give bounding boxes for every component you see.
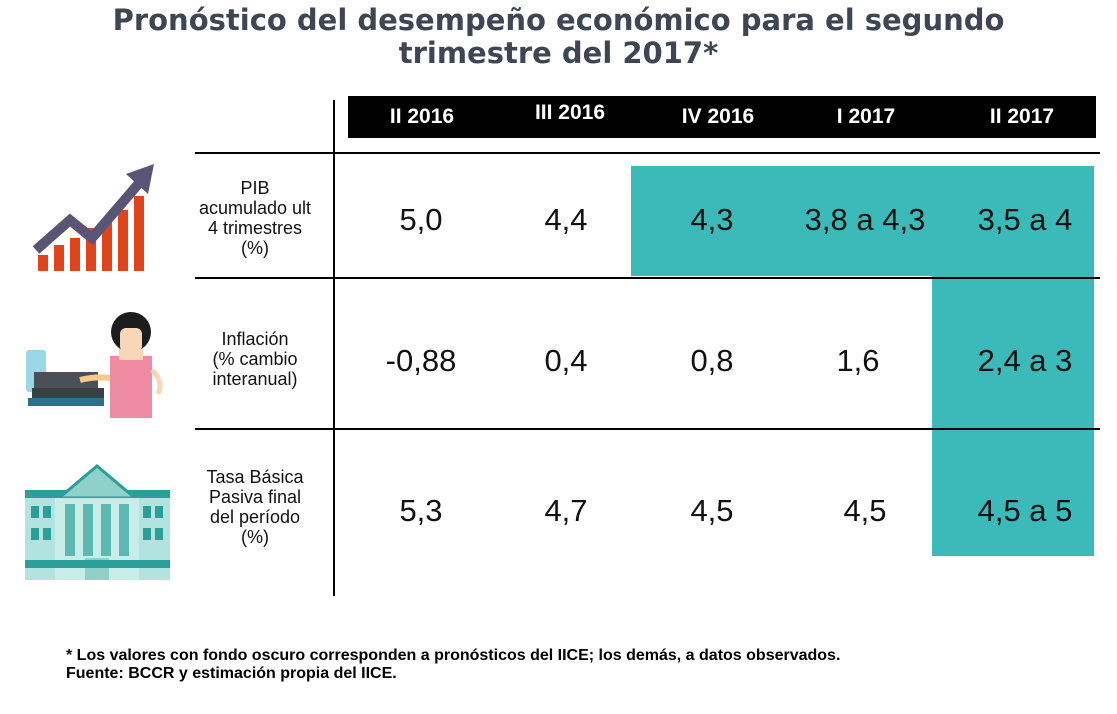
footnote: * Los valores con fondo oscuro correspon… xyxy=(66,647,840,683)
column-header-ii-2016: II 2016 xyxy=(389,105,455,128)
row-label-tasa-line-3: del período xyxy=(209,507,301,527)
cell-tasa-ii-2016: 5,3 xyxy=(399,493,443,528)
cell-tasa-ii-2017: 4,5 a 5 xyxy=(977,493,1073,528)
row-label-pib-line-3: 4 trimestres xyxy=(207,218,303,238)
footnote-line-1: * Los valores con fondo oscuro correspon… xyxy=(66,647,841,664)
forecast-region-ii-2017 xyxy=(932,276,1094,556)
column-header-i-2017: I 2017 xyxy=(836,105,896,128)
table-vertical-divider xyxy=(333,100,335,596)
column-header-iii-2016: III 2016 xyxy=(534,101,606,124)
row-label-tasa: Tasa Básica Pasiva final del período (%) xyxy=(180,467,330,547)
row-divider-2 xyxy=(195,277,1100,279)
title-line-2: trimestre del 2017* xyxy=(398,36,719,70)
bank-building-icon xyxy=(25,464,170,580)
row-label-inflacion-line-1: Inflación xyxy=(221,329,289,349)
cell-inflacion-ii-2016: -0,88 xyxy=(385,343,457,378)
row-label-tasa-line-4: (%) xyxy=(241,527,269,547)
footnote-source: Fuente: BCCR y estimación propia del IIC… xyxy=(66,665,397,682)
column-header-ii-2017: II 2017 xyxy=(989,105,1055,128)
row-label-inflacion: Inflación (% cambio interanual) xyxy=(180,329,330,389)
header-bar xyxy=(348,96,1096,138)
cell-inflacion-i-2017: 1,6 xyxy=(836,343,880,378)
row-divider-1 xyxy=(195,152,1100,154)
cell-pib-iv-2016: 4,3 xyxy=(690,202,734,237)
column-header-iv-2016: IV 2016 xyxy=(681,105,755,128)
row-label-pib: PIB acumulado ult 4 trimestres (%) xyxy=(180,178,330,258)
row-label-inflacion-line-2: (% cambio xyxy=(212,349,298,369)
cell-pib-ii-2016: 5,0 xyxy=(399,202,443,237)
cell-tasa-i-2017: 4,5 xyxy=(843,493,887,528)
row-label-pib-line-2: acumulado ult xyxy=(198,198,312,218)
title-line-1: Pronóstico del desempeño económico para … xyxy=(112,3,1005,37)
forecast-region-pib xyxy=(631,166,1094,276)
cell-pib-i-2017: 3,8 a 4,3 xyxy=(804,202,926,237)
row-divider-3 xyxy=(195,428,1100,430)
row-label-pib-line-4: (%) xyxy=(241,238,269,258)
chart-title: Pronóstico del desempeño económico para … xyxy=(0,4,1117,70)
row-label-tasa-line-1: Tasa Básica xyxy=(206,467,304,487)
cell-inflacion-iii-2016: 0,4 xyxy=(544,343,588,378)
row-label-tasa-line-2: Pasiva final xyxy=(208,487,302,507)
cashier-icon xyxy=(26,312,163,418)
cell-inflacion-iv-2016: 0,8 xyxy=(690,343,734,378)
cell-pib-iii-2016: 4,4 xyxy=(544,202,588,237)
cell-inflacion-ii-2017: 2,4 a 3 xyxy=(977,343,1073,378)
cell-pib-ii-2017: 3,5 a 4 xyxy=(977,202,1073,237)
row-label-inflacion-line-3: interanual) xyxy=(212,369,298,389)
cell-tasa-iv-2016: 4,5 xyxy=(690,493,734,528)
row-label-pib-line-1: PIB xyxy=(240,178,270,198)
cell-tasa-iii-2016: 4,7 xyxy=(544,493,588,528)
growth-chart-icon xyxy=(32,164,154,271)
